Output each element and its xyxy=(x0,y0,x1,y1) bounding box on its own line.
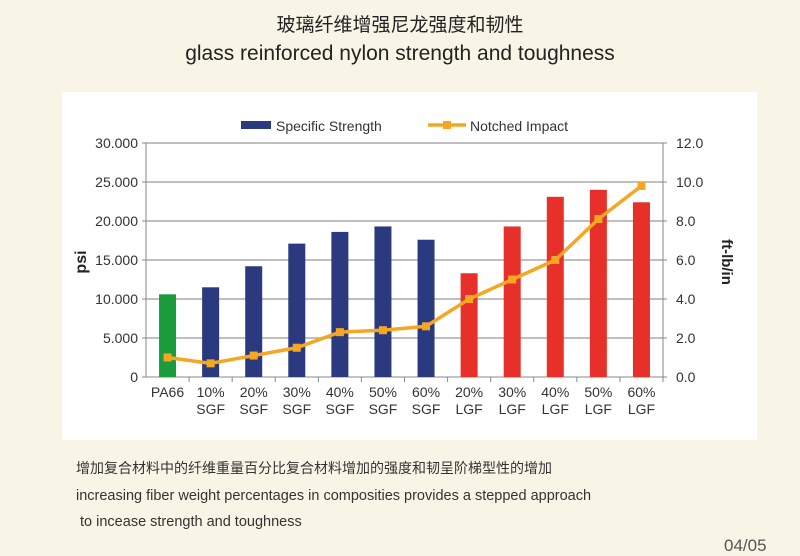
bar-30-lgf xyxy=(503,226,521,377)
notched-impact-point xyxy=(163,353,172,362)
x-tick-label: 60% xyxy=(412,384,440,400)
x-tick-label: SGF xyxy=(196,401,225,417)
notched-impact-line xyxy=(167,184,643,366)
bar-50-lgf xyxy=(589,189,607,377)
y2-tick-label: 12.0 xyxy=(676,135,703,151)
x-tick-label: LGF xyxy=(542,401,569,417)
notched-impact-point xyxy=(551,256,560,264)
y-tick-label: 25.000 xyxy=(95,174,138,190)
x-tick-label: SGF xyxy=(282,401,311,417)
bar-60-sgf xyxy=(417,239,435,377)
y2-tick-label: 6.0 xyxy=(676,252,696,268)
y2-tick-label: 10.0 xyxy=(676,174,703,190)
bar-20-sgf xyxy=(245,266,263,377)
x-tick-label: 20% xyxy=(455,384,483,400)
notched-impact-point xyxy=(206,359,215,368)
title-english: glass reinforced nylon strength and toug… xyxy=(185,42,615,65)
y-tick-label: 20.000 xyxy=(95,213,138,229)
notched-impact-point xyxy=(422,322,431,331)
bar-40-lgf xyxy=(546,196,564,377)
caption-english-line2: to incease strength and toughness xyxy=(76,514,302,530)
notched-impact-point xyxy=(594,215,603,224)
bar-30-sgf xyxy=(288,243,306,377)
x-tick-label: SGF xyxy=(239,401,268,417)
x-tick-label: 40% xyxy=(326,384,354,400)
y2-tick-label: 4.0 xyxy=(676,291,696,307)
x-tick-label: 60% xyxy=(627,384,655,400)
y-tick-label: 0 xyxy=(130,369,138,385)
y2-tick-label: 8.0 xyxy=(676,213,696,229)
x-tick-label: SGF xyxy=(325,401,354,417)
bar-20-lgf xyxy=(460,273,478,377)
bar-10-sgf xyxy=(202,287,220,377)
notched-impact-point xyxy=(292,343,301,352)
legend-marker-notched-impact xyxy=(443,121,451,129)
x-tick-label: 20% xyxy=(240,384,268,400)
notched-impact-point xyxy=(335,328,344,337)
x-tick-label: LGF xyxy=(585,401,612,417)
y-tick-label: 10.000 xyxy=(95,291,138,307)
y-axis-label: psi xyxy=(73,250,90,273)
x-tick-label: LGF xyxy=(499,401,526,417)
x-tick-label: LGF xyxy=(456,401,483,417)
x-tick-label: 30% xyxy=(498,384,526,400)
notched-impact-point xyxy=(465,295,474,303)
bar-60-lgf xyxy=(632,202,650,377)
caption-english-line1: increasing fiber weight percentages in c… xyxy=(76,488,592,504)
y-tick-label: 5.000 xyxy=(103,330,138,346)
y2-tick-label: 0.0 xyxy=(676,369,696,385)
x-tick-label: PA66 xyxy=(151,384,184,400)
y2-tick-label: 2.0 xyxy=(676,330,696,346)
title-chinese: 玻璃纤维增强尼龙强度和韧性 xyxy=(276,14,524,36)
x-tick-label: 40% xyxy=(541,384,569,400)
x-tick-label: SGF xyxy=(412,401,441,417)
y-tick-label: 15.000 xyxy=(95,252,138,268)
x-tick-label: 10% xyxy=(197,384,225,400)
y-tick-label: 30.000 xyxy=(95,135,138,151)
x-tick-label: LGF xyxy=(628,401,655,417)
bar-pa66- xyxy=(159,294,177,377)
x-tick-label: 50% xyxy=(584,384,612,400)
x-tick-label: 50% xyxy=(369,384,397,400)
legend-swatch-specific-strength xyxy=(241,121,271,129)
legend-label-notched-impact: Notched Impact xyxy=(470,118,568,134)
caption-chinese: 增加复合材料中的纤维重量百分比复合材料增加的强度和韧呈阶梯型性的增加 xyxy=(76,461,552,477)
x-tick-label: SGF xyxy=(369,401,398,417)
notched-impact-point xyxy=(508,275,517,284)
bar-40-sgf xyxy=(331,231,349,377)
bar-50-sgf xyxy=(374,226,392,377)
notched-impact-point xyxy=(378,326,387,335)
page-number: 04/05 xyxy=(724,536,767,555)
legend-label-specific-strength: Specific Strength xyxy=(276,118,382,134)
notched-impact-point xyxy=(637,181,646,190)
x-tick-label: 30% xyxy=(283,384,311,400)
y2-axis-label: ft-lb/in xyxy=(718,239,735,285)
notched-impact-point xyxy=(249,351,258,360)
